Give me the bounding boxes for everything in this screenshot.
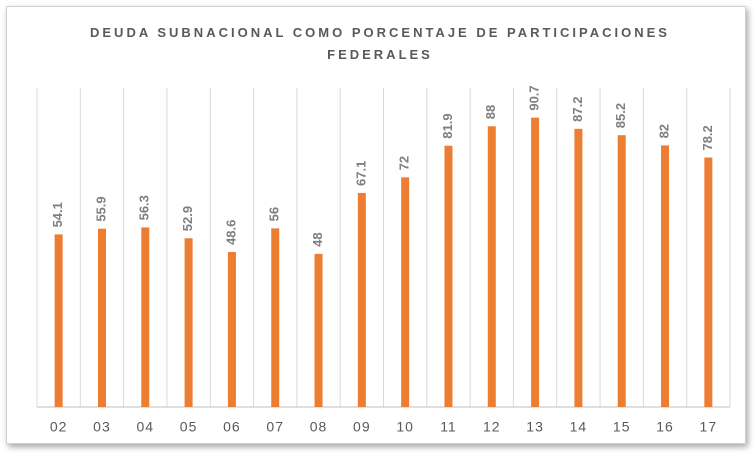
data-label: 48 bbox=[310, 232, 325, 246]
bar bbox=[704, 157, 713, 407]
x-tick-label: 11 bbox=[440, 419, 457, 435]
x-tick-label: 02 bbox=[50, 419, 68, 435]
data-label: 72 bbox=[397, 156, 412, 170]
data-label: 88 bbox=[483, 105, 498, 119]
bar bbox=[487, 126, 496, 407]
data-label: 90.7 bbox=[527, 85, 542, 110]
bar bbox=[271, 228, 280, 407]
x-tick-label: 13 bbox=[526, 419, 544, 435]
data-label: 54.1 bbox=[50, 202, 65, 227]
x-tick-label: 09 bbox=[353, 419, 371, 435]
x-tick-label: 07 bbox=[266, 419, 284, 435]
x-tick-label: 06 bbox=[223, 419, 241, 435]
data-label: 56 bbox=[267, 207, 282, 221]
x-tick-label: 16 bbox=[656, 419, 674, 435]
data-label: 48.6 bbox=[223, 220, 238, 245]
x-tick-label: 03 bbox=[93, 419, 111, 435]
bar bbox=[574, 128, 583, 407]
x-tick-label: 04 bbox=[136, 419, 154, 435]
data-label: 67.1 bbox=[353, 161, 368, 186]
bar bbox=[97, 228, 106, 407]
bar bbox=[314, 253, 323, 407]
data-label: 85.2 bbox=[613, 103, 628, 128]
x-tick-label: 15 bbox=[613, 419, 631, 435]
data-label: 52.9 bbox=[180, 206, 195, 231]
data-label: 82 bbox=[656, 124, 671, 138]
bar bbox=[444, 145, 453, 407]
x-tick-label: 12 bbox=[483, 419, 501, 435]
bar bbox=[54, 234, 63, 407]
bar bbox=[617, 135, 626, 407]
x-tick-label: 08 bbox=[310, 419, 328, 435]
bar bbox=[184, 238, 193, 407]
data-label: 78.2 bbox=[700, 125, 715, 150]
bar bbox=[227, 251, 236, 407]
bar bbox=[357, 192, 366, 407]
chart-title: DEUDA SUBNACIONAL COMO PORCENTAJE DE PAR… bbox=[90, 25, 670, 62]
data-label: 56.3 bbox=[137, 195, 152, 220]
bar bbox=[531, 117, 540, 408]
x-tick-label: 05 bbox=[180, 419, 198, 435]
data-label: 81.9 bbox=[440, 113, 455, 138]
x-tick-label: 17 bbox=[700, 419, 718, 435]
data-label: 87.2 bbox=[570, 97, 585, 122]
bar bbox=[401, 177, 410, 407]
bar bbox=[661, 145, 670, 408]
x-tick-label: 10 bbox=[396, 419, 414, 435]
x-tick-label: 14 bbox=[570, 419, 588, 435]
bar bbox=[141, 227, 150, 407]
data-label: 55.9 bbox=[93, 196, 108, 221]
